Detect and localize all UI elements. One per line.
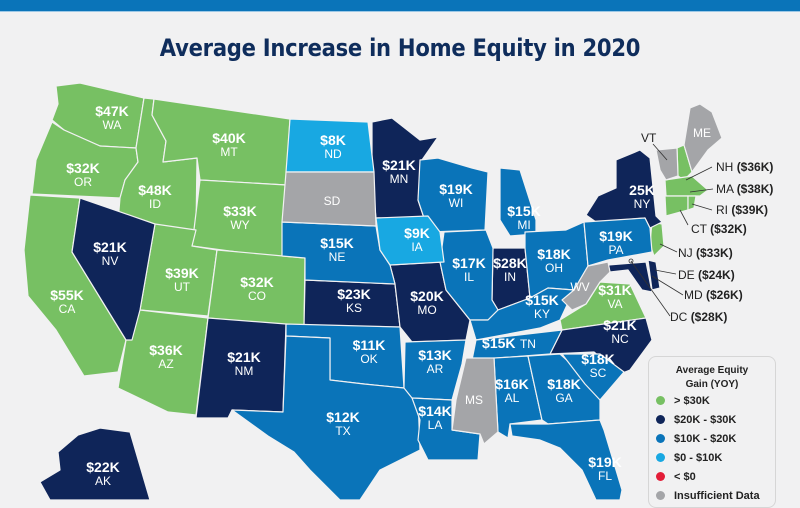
light-blue-dot-icon [656, 453, 665, 462]
state-de[interactable] [647, 259, 661, 291]
state-sc[interactable] [561, 353, 625, 401]
legend-item-over-30k: > $30K [656, 391, 775, 410]
state-ky[interactable] [469, 287, 575, 341]
state-ak[interactable] [39, 427, 151, 500]
page-title: Average Increase in Home Equity in 2020 [159, 34, 641, 62]
callout-dc: DC ($28K) [670, 310, 728, 324]
state-ne[interactable] [281, 221, 396, 285]
callout-lines [630, 143, 714, 317]
callout-de: DE ($24K) [678, 268, 735, 282]
state-tn[interactable] [471, 329, 563, 361]
state-nm[interactable] [195, 317, 287, 419]
state-fl[interactable] [509, 419, 623, 500]
state-ms[interactable] [451, 357, 499, 445]
state-mi[interactable] [499, 167, 537, 237]
state-nd[interactable] [285, 118, 375, 173]
legend-item-0-10k: $0 - $10K [656, 448, 775, 467]
red-dot-icon [656, 472, 665, 481]
legend-item-insufficient: Insufficient Data [656, 486, 775, 505]
state-sd[interactable] [281, 171, 377, 227]
callout-md: MD ($26K) [684, 288, 743, 302]
state-ar[interactable] [403, 339, 467, 401]
state-co[interactable] [207, 249, 306, 328]
state-ri[interactable] [687, 195, 697, 211]
state-ct[interactable] [664, 195, 689, 217]
legend-title: Average Equity Gain (YOY) [675, 365, 749, 390]
blue-dot-icon [656, 434, 665, 443]
callout-nj: NJ ($33K) [678, 246, 733, 260]
legend-item-below-0: < $0 [656, 467, 775, 486]
callout-vt: VT [641, 131, 657, 145]
dc-marker [628, 258, 634, 264]
state-wy[interactable] [191, 179, 287, 259]
state-ia[interactable] [375, 215, 445, 266]
top-bar [0, 0, 800, 12]
legend-item-10k-20k: $10K - $20K [656, 429, 775, 448]
gray-dot-icon [656, 491, 665, 500]
legend-item-20k-30k: $20K - $30K [656, 410, 775, 429]
state-ks[interactable] [303, 279, 401, 328]
state-vt[interactable] [655, 147, 679, 181]
navy-dot-icon [656, 415, 665, 424]
callout-ri: RI ($39K) [716, 203, 769, 217]
state-nv[interactable] [71, 197, 156, 341]
callout-nh: NH ($36K) [716, 160, 774, 174]
state-ny[interactable] [585, 149, 663, 229]
callout-ma: MA ($38K) [716, 182, 774, 196]
state-pa[interactable] [583, 217, 653, 267]
green-dot-icon [656, 396, 665, 405]
state-ma[interactable] [664, 175, 709, 197]
state-wv[interactable] [561, 261, 611, 311]
legend: Average Equity Gain (YOY) > $30K $20K - … [648, 356, 776, 508]
state-tx[interactable] [231, 335, 421, 500]
state-la[interactable] [411, 397, 481, 461]
state-me[interactable] [683, 103, 723, 173]
callout-ct: CT ($32K) [691, 222, 747, 236]
